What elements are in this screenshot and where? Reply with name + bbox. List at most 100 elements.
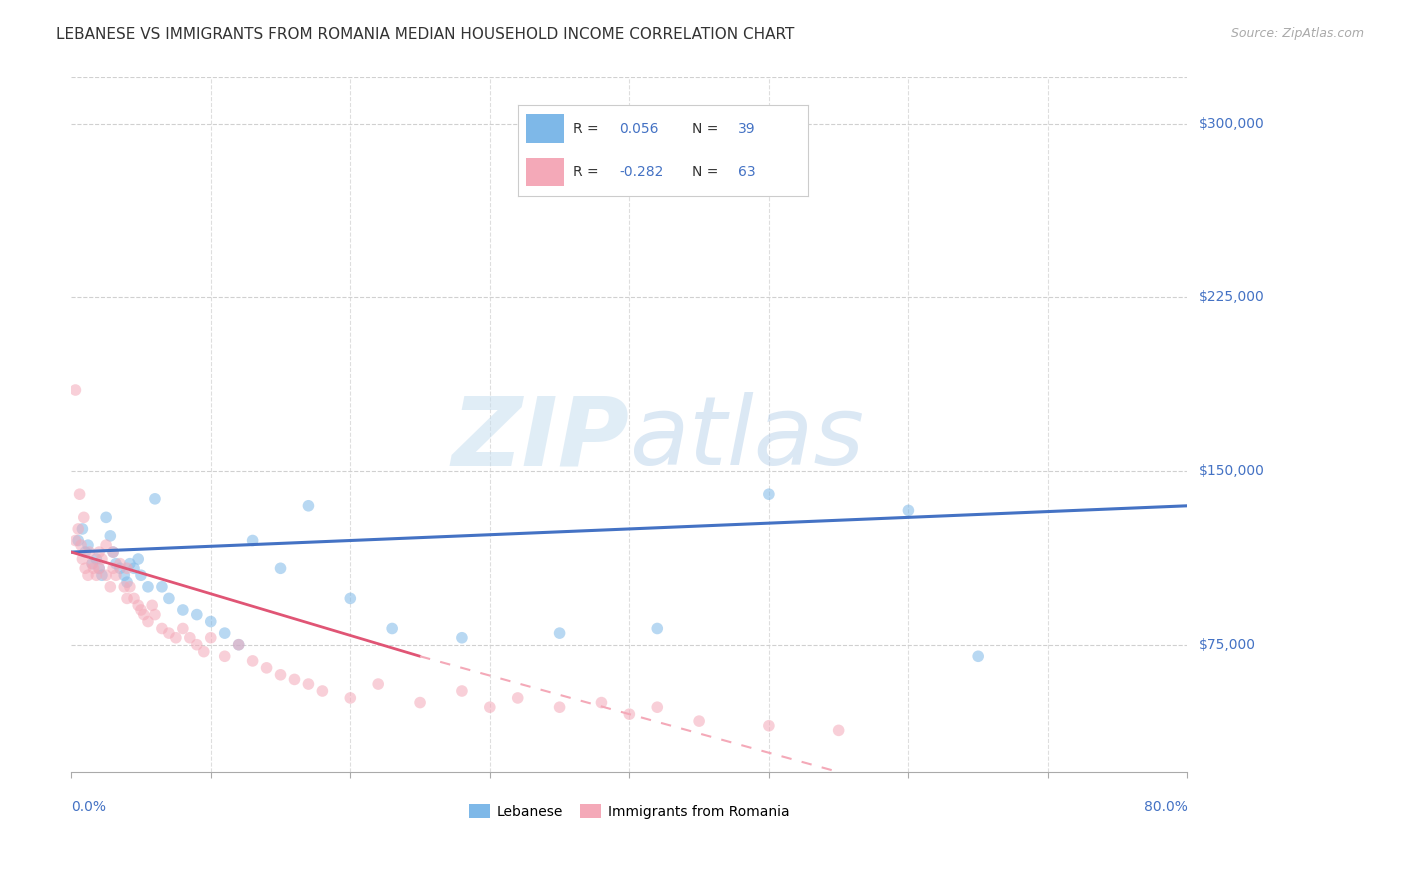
Point (89, 545, 111, 559)
Point (242, 654, 264, 668)
Text: ZIP: ZIP (451, 392, 630, 485)
Point (129, 568, 152, 582)
Text: 0.0%: 0.0% (72, 800, 107, 814)
Point (758, 487, 780, 501)
Point (548, 626, 571, 640)
Point (67, 522, 90, 536)
Point (228, 638, 250, 652)
Point (101, 545, 124, 559)
Point (118, 557, 141, 571)
Point (75, 545, 97, 559)
Point (112, 580, 135, 594)
Point (548, 700, 571, 714)
Point (214, 626, 236, 640)
Point (89, 561, 111, 575)
Point (186, 638, 208, 652)
Text: Source: ZipAtlas.com: Source: ZipAtlas.com (1230, 27, 1364, 40)
Point (72, 522, 94, 536)
Point (186, 607, 208, 622)
Text: LEBANESE VS IMMIGRANTS FROM ROMANIA MEDIAN HOUSEHOLD INCOME CORRELATION CHART: LEBANESE VS IMMIGRANTS FROM ROMANIA MEDI… (56, 27, 794, 42)
Point (136, 615, 159, 629)
Point (115, 591, 138, 606)
Point (242, 533, 264, 548)
Point (758, 719, 780, 733)
Point (94, 568, 117, 582)
Point (270, 561, 292, 575)
Point (967, 649, 990, 664)
Point (94, 510, 117, 524)
Point (297, 677, 319, 691)
Point (112, 568, 135, 582)
Point (451, 631, 474, 645)
Point (200, 615, 222, 629)
Point (69, 487, 91, 501)
Text: $150,000: $150,000 (1198, 464, 1264, 478)
Point (77, 568, 100, 582)
Point (270, 668, 292, 682)
Text: $225,000: $225,000 (1198, 291, 1264, 304)
Point (108, 561, 131, 575)
Point (118, 580, 141, 594)
Point (228, 638, 250, 652)
Point (122, 591, 145, 606)
Point (122, 561, 145, 575)
Point (200, 631, 222, 645)
Point (127, 599, 149, 613)
Point (143, 491, 166, 506)
Point (98, 580, 121, 594)
Point (101, 561, 124, 575)
Point (101, 545, 124, 559)
Point (827, 723, 849, 738)
Point (591, 696, 613, 710)
Point (82, 557, 104, 571)
Point (98, 529, 121, 543)
Point (77, 538, 100, 552)
Point (256, 661, 278, 675)
Point (129, 603, 152, 617)
Point (79, 545, 101, 559)
Point (645, 700, 668, 714)
Point (136, 580, 159, 594)
Point (104, 557, 127, 571)
Point (506, 690, 529, 705)
Point (65, 533, 87, 548)
Point (214, 649, 236, 664)
Text: atlas: atlas (630, 392, 865, 485)
Text: $300,000: $300,000 (1198, 117, 1264, 131)
Point (193, 645, 215, 659)
Point (172, 622, 194, 636)
Point (108, 557, 131, 571)
Text: $75,000: $75,000 (1198, 638, 1256, 652)
Point (132, 607, 155, 622)
Point (83, 561, 105, 575)
Text: 80.0%: 80.0% (1143, 800, 1188, 814)
Point (157, 591, 180, 606)
Point (297, 499, 319, 513)
Point (409, 696, 432, 710)
Point (339, 690, 361, 705)
Point (897, 503, 920, 517)
Point (86, 568, 108, 582)
Point (165, 631, 187, 645)
Point (82, 557, 104, 571)
Point (688, 714, 710, 728)
Point (72, 552, 94, 566)
Point (311, 684, 333, 698)
Point (127, 552, 149, 566)
Point (150, 622, 173, 636)
Point (89, 561, 111, 575)
Point (91, 568, 114, 582)
Point (115, 575, 138, 590)
Point (451, 684, 474, 698)
Point (619, 707, 641, 722)
Point (367, 677, 389, 691)
Point (115, 561, 138, 575)
Point (70, 538, 93, 552)
Point (104, 568, 127, 582)
Point (141, 599, 163, 613)
Point (67, 533, 90, 548)
Point (645, 622, 668, 636)
Point (157, 626, 180, 640)
Point (179, 631, 201, 645)
Point (172, 603, 194, 617)
